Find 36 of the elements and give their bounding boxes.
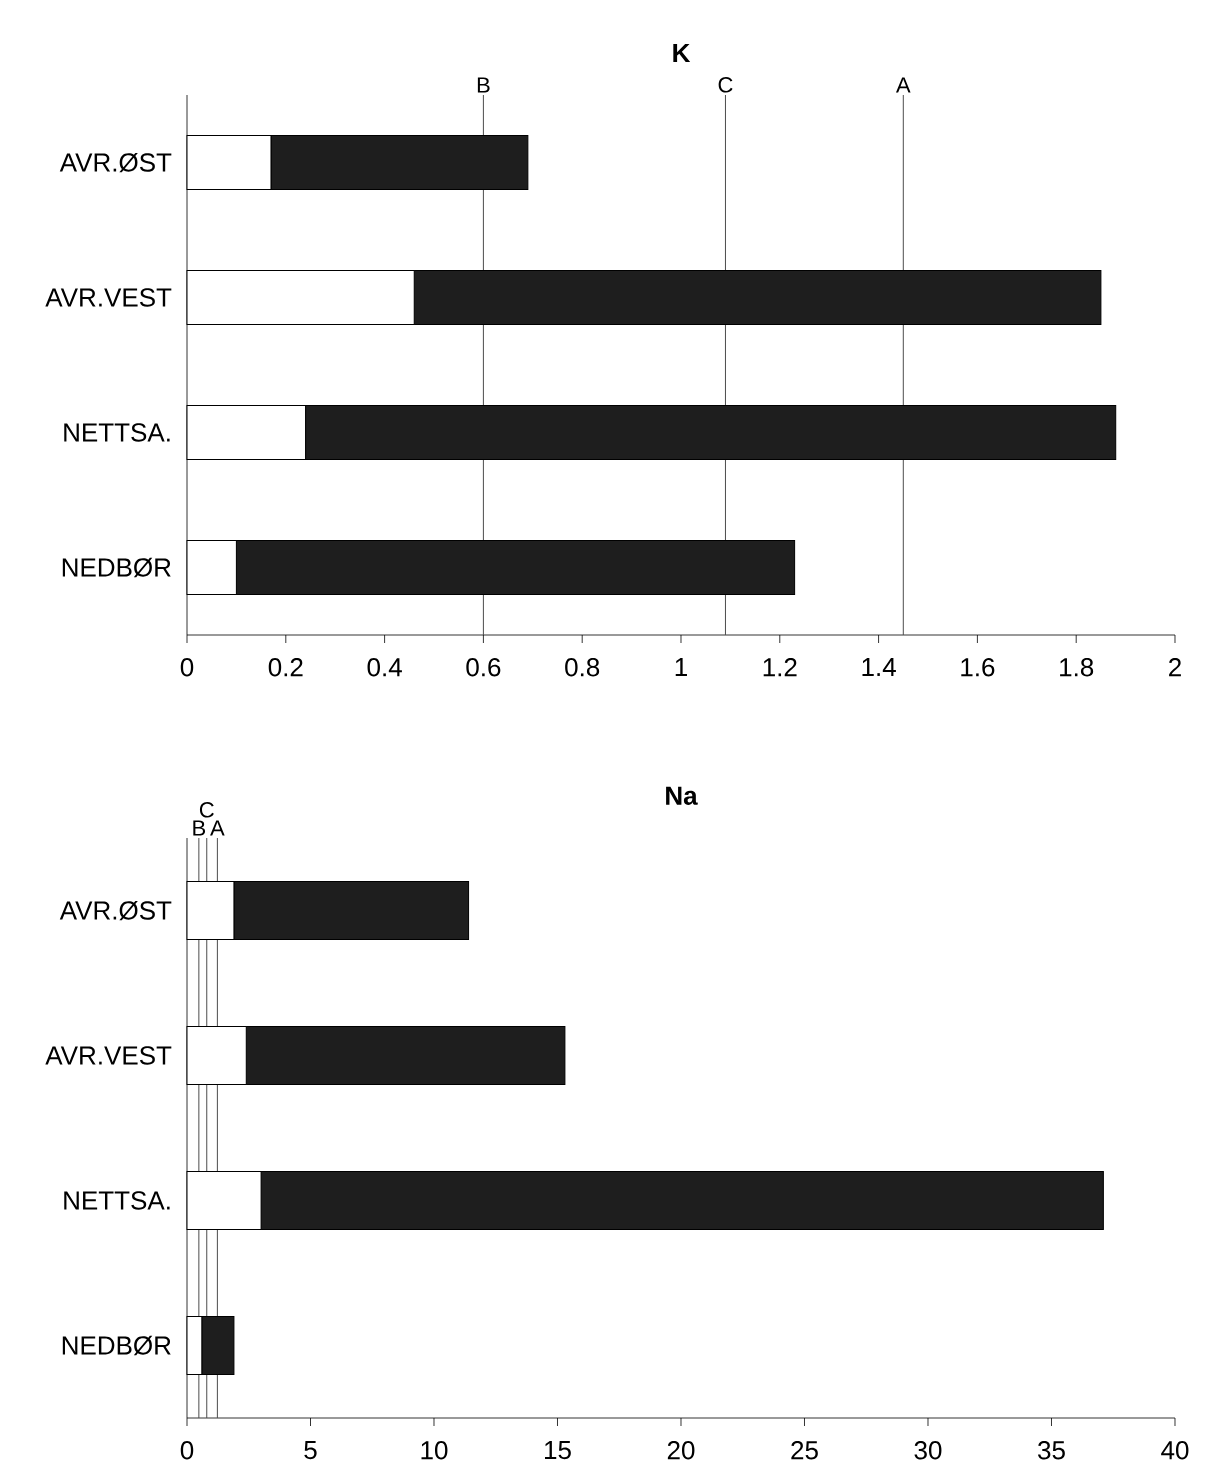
- x-tick-label: 20: [667, 1441, 695, 1460]
- x-tick-label: 35: [1038, 1441, 1065, 1460]
- x-tick-label: 30: [914, 1441, 942, 1460]
- y-tick-label: NETTSA.: [64, 423, 170, 442]
- x-tick-label: 0: [180, 658, 194, 677]
- x-tick-label: 40: [1161, 1441, 1189, 1460]
- x-tick-label: 0.8: [565, 658, 600, 677]
- y-tick-label: NEDBØR: [62, 557, 171, 578]
- x-tick-label: 1: [675, 658, 687, 676]
- x-tick-label: 1.4: [862, 658, 896, 676]
- x-tick-label: 10: [421, 1441, 448, 1460]
- x-tick-label: 0.6: [466, 658, 501, 677]
- x-tick-label: 15: [545, 1441, 571, 1460]
- ref-line-label: C: [199, 802, 214, 818]
- ref-line-label: B: [477, 77, 490, 93]
- ref-line-label: B: [193, 820, 206, 836]
- x-tick-label: 0.4: [367, 658, 402, 677]
- x-tick-label: 1.8: [1060, 658, 1094, 677]
- x-tick-label: 0.2: [268, 658, 303, 677]
- x-tick-label: 0: [180, 1441, 194, 1460]
- y-tick-label: NEDBØR: [62, 1335, 171, 1356]
- y-tick-label: AVR.ØST: [59, 900, 172, 921]
- y-tick-label: AVR.VEST: [45, 288, 172, 307]
- ref-line-label: C: [718, 77, 733, 93]
- x-tick-label: 25: [791, 1441, 818, 1460]
- x-tick-label: 5: [304, 1441, 317, 1460]
- ref-line-label: A: [895, 77, 911, 93]
- x-tick-label: 1.2: [763, 658, 797, 677]
- chart-title: K: [673, 44, 691, 62]
- y-tick-label: AVR.VEST: [45, 1046, 172, 1065]
- chart-title: Na: [666, 786, 698, 805]
- x-tick-label: 1.6: [961, 658, 995, 677]
- ref-line-label: A: [210, 820, 225, 836]
- x-tick-label: 2: [1169, 658, 1181, 677]
- y-tick-label: NETTSA.: [64, 1191, 170, 1210]
- y-tick-label: AVR.ØST: [59, 152, 172, 173]
